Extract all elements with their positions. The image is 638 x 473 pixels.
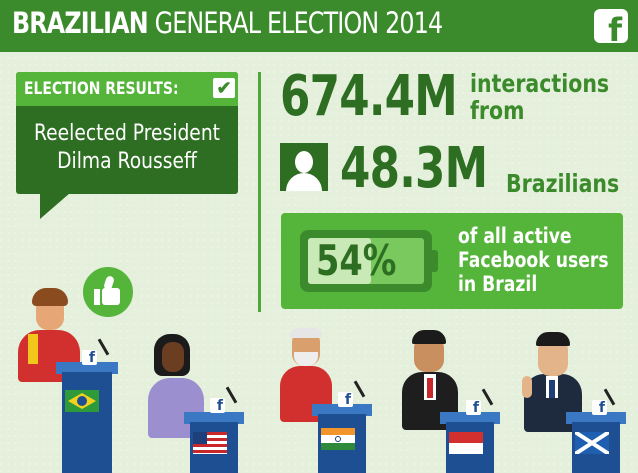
thumbs-up-icon [80, 264, 136, 320]
brazil-flag-icon [65, 390, 99, 412]
usa-flag-icon [193, 432, 227, 454]
podium-1 [62, 372, 112, 473]
facebook-icon: f [82, 350, 97, 366]
microphone-icon [97, 338, 110, 356]
microphone-icon [353, 380, 366, 398]
indonesia-flag-icon [449, 432, 483, 454]
users-value: 48.3M [340, 136, 488, 201]
india-flag-icon [321, 428, 355, 450]
percentage-line-2: Facebook users [458, 248, 609, 272]
interactions-label: interactions from [470, 70, 609, 124]
podium-top-5 [566, 412, 626, 424]
microphone-icon [225, 386, 238, 404]
results-line-1: Reelected President [33, 121, 221, 146]
facebook-icon: f [210, 398, 225, 414]
battery-cap [432, 250, 438, 272]
election-results-text: Reelected President Dilma Rousseff [33, 120, 222, 176]
percentage-line-3: in Brazil [458, 272, 538, 296]
election-results-label: ELECTION RESULTS: [24, 79, 179, 99]
results-line-2: Dilma Rousseff [57, 149, 197, 174]
interactions-value: 674.4M [280, 64, 458, 129]
title-banner: BRAZILIAN GENERAL ELECTION 2014 f [0, 0, 638, 52]
podium-top-1 [56, 362, 118, 374]
election-results-header: ELECTION RESULTS: ✔ [16, 72, 238, 106]
speech-bubble-tail [40, 193, 70, 219]
percentage-description: of all active Facebook users in Brazil [458, 224, 609, 296]
podium-top-3 [312, 404, 372, 416]
podium-top-4 [440, 412, 500, 424]
divider [258, 72, 261, 312]
podium-top-2 [184, 412, 244, 424]
interactions-word-1: interactions [470, 69, 610, 98]
title-bold: BRAZILIAN [12, 6, 149, 40]
users-label: Brazilians [506, 169, 620, 198]
checkbox-checked-icon: ✔ [213, 78, 235, 98]
facebook-icon: f [338, 392, 353, 408]
facebook-logo-icon: f [594, 9, 628, 49]
page-title: BRAZILIAN GENERAL ELECTION 2014 [12, 6, 444, 40]
interactions-word-2: from [470, 96, 525, 125]
user-silhouette-icon [280, 143, 328, 191]
microphone-icon [481, 388, 494, 406]
title-rest: GENERAL ELECTION 2014 [154, 6, 444, 40]
battery-level-bar [308, 238, 371, 284]
percentage-line-1: of all active [458, 224, 572, 248]
facebook-icon: f [592, 400, 607, 416]
percentage-value: 54% [316, 236, 397, 285]
facebook-icon: f [466, 400, 481, 416]
scotland-flag-icon [575, 432, 609, 454]
election-results-box: ELECTION RESULTS: ✔ Reelected President … [16, 72, 238, 194]
facebook-logo-letter: f [608, 11, 622, 49]
